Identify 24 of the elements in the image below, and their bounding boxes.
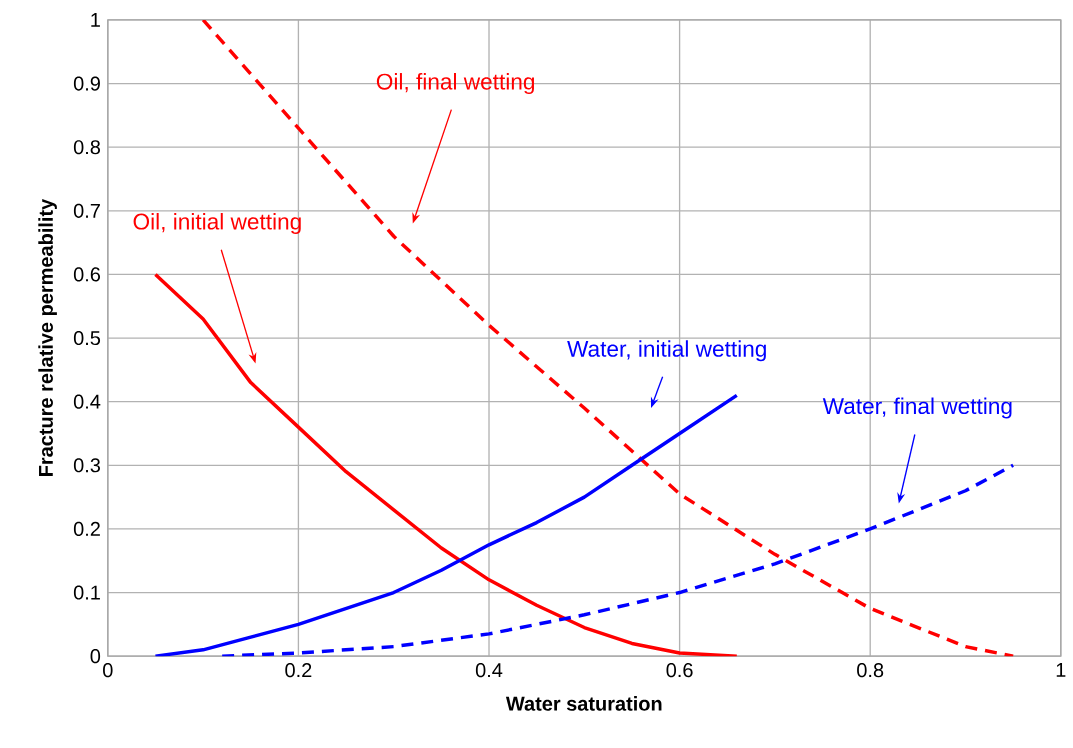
y-tick-label: 0.8 (73, 140, 101, 155)
annotation: Water, final wetting (822, 397, 1012, 419)
x-tick-label: 0.8 (857, 663, 884, 678)
line-series (220, 463, 1015, 657)
y-tick-label: 0.1 (73, 585, 100, 600)
y-tick-label: 1 (91, 13, 100, 27)
y-tick-label: 0.4 (73, 394, 101, 409)
annotation: Water, initial wetting (567, 340, 766, 362)
y-tick-label: 0.7 (73, 203, 100, 218)
x-tick-label: 0.2 (285, 663, 312, 678)
y-axis-title: Fracture relative permeability (38, 198, 57, 476)
y-tick-label: 0.5 (73, 330, 101, 346)
y-tick-label: 0.3 (73, 458, 101, 473)
annotation: Oil, final wetting (376, 73, 535, 95)
y-tick-label: 0 (90, 649, 101, 664)
y-tick-label: 0.9 (73, 76, 100, 91)
x-axis-title: Water saturation (505, 696, 662, 711)
x-tick-label: 0.4 (475, 663, 503, 678)
x-tick-label: 1 (1056, 663, 1066, 677)
y-tick-label: 0.2 (73, 521, 100, 536)
x-tick-label: 0 (103, 663, 113, 678)
x-tick-label: 0.6 (666, 663, 693, 678)
y-tick-label: 0.6 (73, 267, 101, 282)
annotation: Oil, initial wetting (133, 213, 301, 235)
